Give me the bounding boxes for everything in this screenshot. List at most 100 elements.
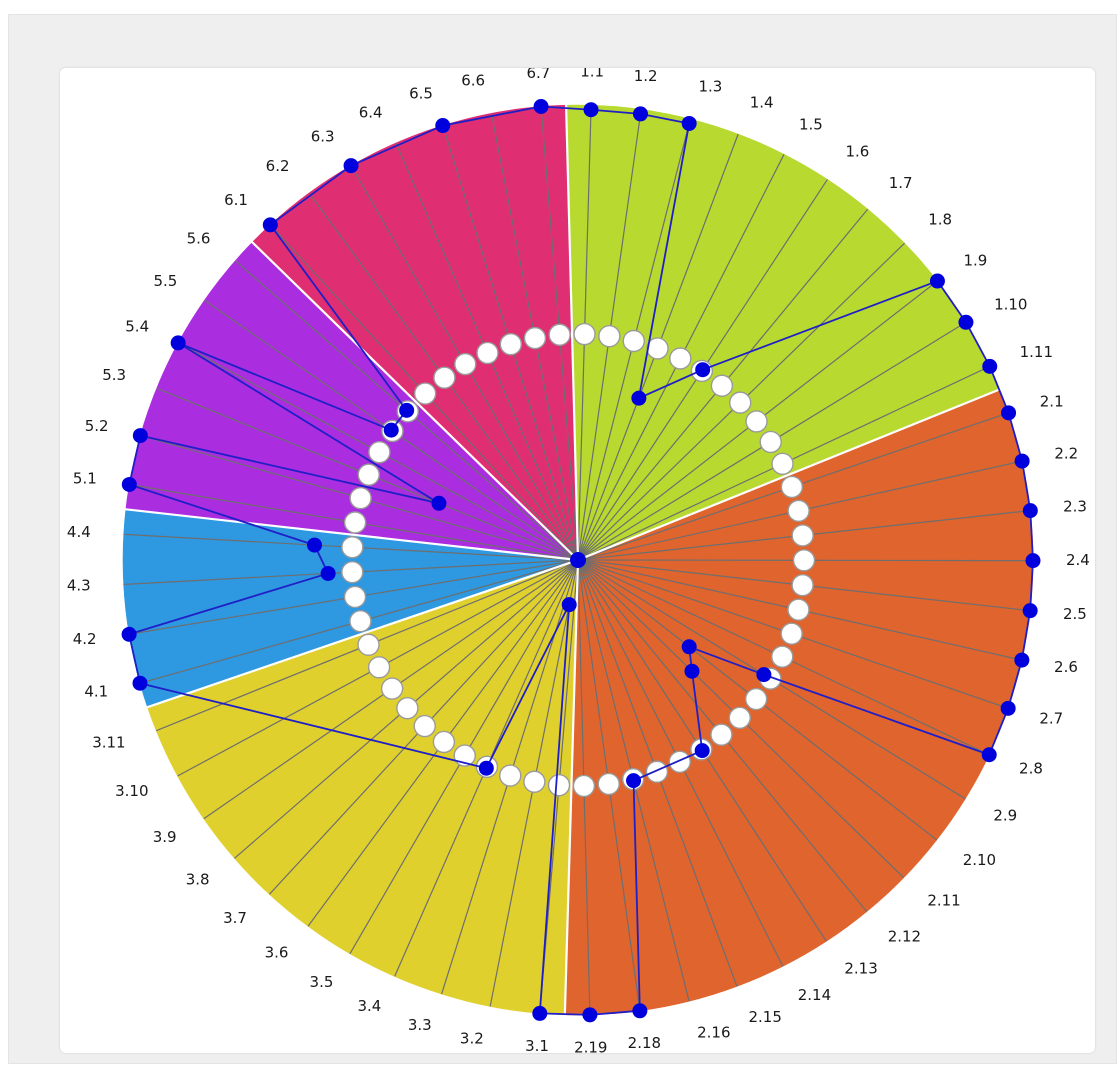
data-point-5-6 [399, 402, 415, 418]
category-label-6-5: 6.5 [409, 85, 433, 103]
category-label-6-1: 6.1 [224, 191, 248, 209]
center-hub [570, 552, 586, 568]
ring-marker-6-6 [523, 326, 547, 350]
ring-marker-4-3 [341, 560, 364, 584]
data-point-1-9 [929, 273, 945, 289]
category-label-1-1: 1.1 [580, 68, 604, 81]
category-label-2-14: 2.14 [798, 986, 831, 1004]
category-label-3-2: 3.2 [460, 1029, 484, 1047]
category-label-4-2: 4.2 [73, 630, 97, 648]
category-label-2-5: 2.5 [1063, 605, 1087, 623]
category-label-3-11: 3.11 [92, 734, 125, 752]
data-point-3-1 [532, 1005, 548, 1021]
separator-group-4 [145, 558, 579, 709]
category-label-1-6: 1.6 [845, 142, 869, 160]
ring-marker-3-9 [380, 677, 404, 700]
data-point-6-7 [533, 99, 549, 114]
data-point-3-2 [561, 597, 577, 613]
category-label-6-3: 6.3 [311, 128, 335, 146]
ring-marker-2-19 [572, 774, 596, 798]
data-points [121, 99, 1041, 1023]
category-label-2-8: 2.8 [1019, 759, 1043, 777]
category-label-3-3: 3.3 [408, 1016, 432, 1034]
ring-marker-2-15 [645, 760, 669, 783]
ring-marker-2-6 [787, 598, 810, 621]
ring-marker-3-2 [523, 770, 546, 793]
ring-marker-2-1 [780, 475, 804, 499]
data-point-2-7 [1000, 700, 1016, 716]
ring-marker-5-2 [349, 487, 372, 510]
category-label-2-9: 2.9 [993, 807, 1017, 825]
data-point-2-3 [1022, 503, 1038, 519]
category-label-3-4: 3.4 [358, 997, 382, 1015]
ring-marker-4-1 [349, 610, 372, 633]
sectors [122, 104, 1034, 1016]
category-label-2-15: 2.15 [748, 1008, 781, 1026]
ring-marker-3-6 [432, 730, 456, 754]
category-label-4-4: 4.4 [67, 523, 91, 541]
data-point-5-5 [383, 422, 399, 438]
ring-marker-6-4 [476, 341, 499, 365]
data-point-5-2 [132, 428, 148, 444]
ring-marker-1-3 [622, 329, 645, 353]
ring-marker-2-8 [771, 645, 794, 668]
data-point-1-1 [583, 102, 599, 118]
category-label-1-9: 1.9 [964, 251, 988, 269]
category-label-2-18: 2.18 [628, 1034, 661, 1052]
ring-markers [341, 322, 816, 798]
ring-marker-2-11 [728, 706, 751, 730]
category-label-5-3: 5.3 [102, 366, 126, 384]
ring-marker-3-3 [499, 764, 522, 787]
ring-marker-6-5 [499, 333, 523, 356]
category-label-1-5: 1.5 [799, 115, 823, 133]
category-label-2-13: 2.13 [844, 959, 877, 977]
category-label-2-19: 2.19 [574, 1038, 607, 1053]
category-label-6-7: 6.7 [526, 68, 550, 82]
ring-marker-6-2 [433, 366, 456, 389]
category-label-2-11: 2.11 [927, 891, 960, 909]
data-point-5-1 [121, 476, 137, 492]
ring-marker-1-9 [745, 410, 768, 433]
data-point-2-4 [1025, 553, 1041, 569]
category-label-5-5: 5.5 [154, 272, 178, 290]
data-point-4-1 [132, 675, 148, 691]
category-label-3-5: 3.5 [310, 973, 334, 991]
category-label-6-2: 6.2 [266, 157, 290, 175]
category-label-1-11: 1.11 [1020, 343, 1053, 361]
chart-card: 1.1 1.2 1.3 1.4 1.5 1.6 1.7 1.8 1.9 1.10 1.11 2.1 2.… [60, 68, 1095, 1053]
separator-group-5 [123, 508, 579, 562]
data-point-1-10 [958, 314, 974, 330]
ring-marker-4-4 [341, 536, 364, 559]
data-point-6-5 [435, 118, 451, 134]
data-point-3-4 [478, 760, 494, 776]
category-label-2-6: 2.6 [1054, 658, 1078, 676]
ring-marker-4-2 [343, 585, 367, 609]
data-point-1-4 [631, 390, 647, 406]
ring-marker-2-18 [597, 772, 620, 796]
data-point-1-11 [982, 358, 998, 374]
data-point-4-3 [320, 565, 336, 581]
ring-marker-2-3 [791, 524, 814, 547]
data-point-1-3 [681, 115, 697, 131]
ring-marker-2-4 [792, 549, 816, 572]
data-point-2-2 [1014, 453, 1030, 469]
ring-marker-1-4 [646, 337, 669, 360]
category-label-2-7: 2.7 [1039, 710, 1063, 728]
ring-marker-5-4 [368, 440, 391, 464]
ring-marker-6-7 [548, 323, 571, 346]
category-label-2-16: 2.16 [697, 1024, 730, 1042]
separator-group-2 [577, 387, 1003, 562]
chart-panel: 1.1 1.2 1.3 1.4 1.5 1.6 1.7 1.8 1.9 1.10 1.11 2.1 2.… [8, 14, 1117, 1064]
data-point-1-2 [632, 106, 648, 122]
ring-marker-3-8 [396, 696, 419, 720]
data-point-6-3 [343, 158, 359, 174]
category-label-5-6: 5.6 [187, 230, 211, 248]
data-point-2-18 [632, 1003, 648, 1019]
ring-marker-2-12 [710, 723, 733, 746]
data-point-2-5 [1022, 603, 1038, 619]
data-point-4-2 [121, 626, 137, 642]
data-point-4-4 [307, 537, 323, 553]
ring-marker-1-1 [573, 322, 596, 346]
category-label-3-8: 3.8 [186, 870, 210, 888]
ring-marker-5-1 [343, 511, 367, 534]
